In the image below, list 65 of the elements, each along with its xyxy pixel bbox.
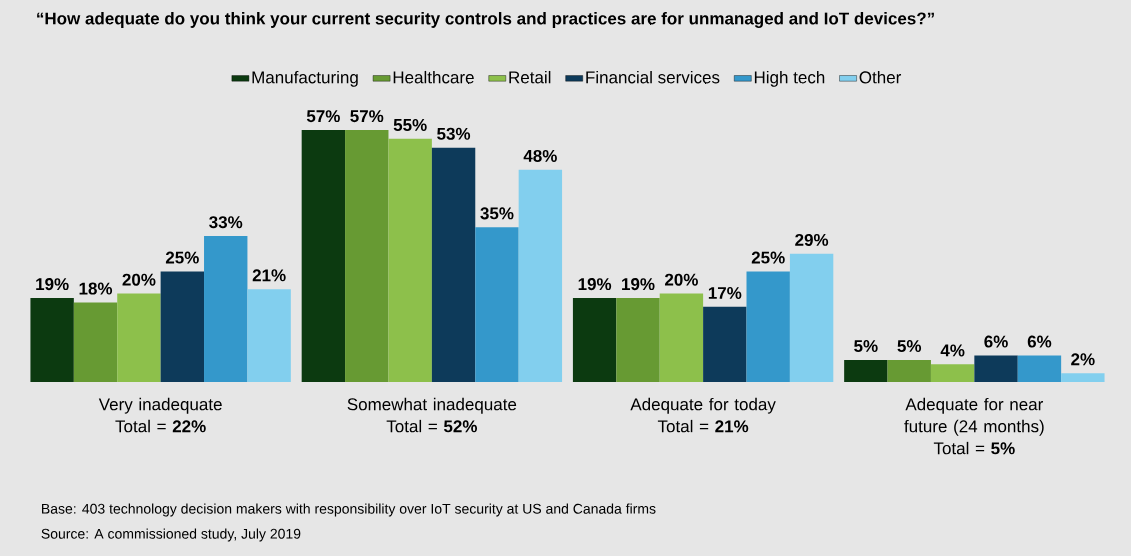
- data-label: 4%: [940, 344, 965, 357]
- legend-label: High tech: [754, 70, 825, 87]
- text: Total = 22%: [115, 419, 206, 433]
- bar: [746, 271, 790, 382]
- data-label: 20%: [664, 273, 698, 286]
- bar: [345, 130, 389, 382]
- data-label: 2%: [1071, 353, 1095, 366]
- data-label: 6%: [984, 335, 1008, 348]
- bar: [703, 306, 747, 382]
- bar: [1061, 373, 1105, 382]
- data-label: 48%: [523, 149, 557, 162]
- text: Total = 5%: [933, 441, 1015, 455]
- data-label: 19%: [36, 278, 69, 291]
- data-label: 35%: [480, 207, 514, 220]
- bar: [659, 293, 704, 382]
- bar: [247, 289, 291, 382]
- x-tick-label: Somewhat inadequate: [347, 397, 517, 414]
- chart-title: “How adequate do you think your current security controls and practices are for unmanaged and IoT devices?”: [37, 12, 934, 28]
- data-label: 20%: [122, 273, 156, 286]
- bar: [844, 359, 888, 382]
- bar: [117, 293, 161, 382]
- bar: [388, 138, 432, 382]
- legend-label: Healthcare: [393, 70, 474, 84]
- legend-label: Retail: [509, 70, 551, 84]
- x-tick-label: Very inadequate: [98, 397, 222, 414]
- bar: [930, 364, 975, 382]
- bar: [475, 227, 519, 382]
- bar: [518, 169, 563, 382]
- data-label: 25%: [751, 251, 785, 264]
- bar: [1017, 355, 1062, 382]
- bar: [616, 297, 660, 382]
- bar: [974, 355, 1018, 382]
- data-label: 57%: [350, 110, 384, 123]
- bar: [301, 130, 346, 382]
- text: Total = 52%: [386, 419, 478, 433]
- data-label: 19%: [622, 278, 655, 291]
- data-label: 19%: [578, 278, 612, 291]
- source-note: Source: A commissioned study, July 2019: [41, 528, 301, 542]
- x-tick-label: Adequate for near future (24 months): [904, 397, 1044, 436]
- data-label: 53%: [437, 127, 471, 140]
- text: Total = 21%: [657, 419, 749, 433]
- legend-label: Manufacturing: [252, 70, 358, 87]
- data-label: 25%: [165, 251, 199, 264]
- bar: [73, 302, 118, 382]
- data-label: 6%: [1027, 335, 1052, 348]
- bar: [789, 253, 834, 382]
- bar: [887, 359, 931, 382]
- bar: [431, 147, 476, 382]
- x-tick-label: Adequate for today: [630, 397, 776, 414]
- legend-label: Other: [859, 70, 902, 84]
- data-label: 17%: [708, 287, 742, 299]
- data-label: 33%: [209, 216, 243, 229]
- data-label: 5%: [854, 340, 878, 353]
- bar: [572, 297, 617, 382]
- data-label: 21%: [252, 269, 286, 282]
- data-label: 55%: [393, 118, 427, 131]
- bar: [160, 271, 205, 382]
- data-label: 5%: [897, 340, 922, 353]
- legend-label: Financial services: [586, 70, 720, 84]
- bar: [204, 236, 248, 382]
- bar: [30, 297, 74, 382]
- data-label: 18%: [79, 282, 113, 295]
- data-label: 57%: [306, 110, 340, 123]
- text: Base: 403 technology decision makers with responsibility over IoT security at US and Canada firms: [42, 503, 656, 517]
- data-label: 29%: [795, 233, 829, 246]
